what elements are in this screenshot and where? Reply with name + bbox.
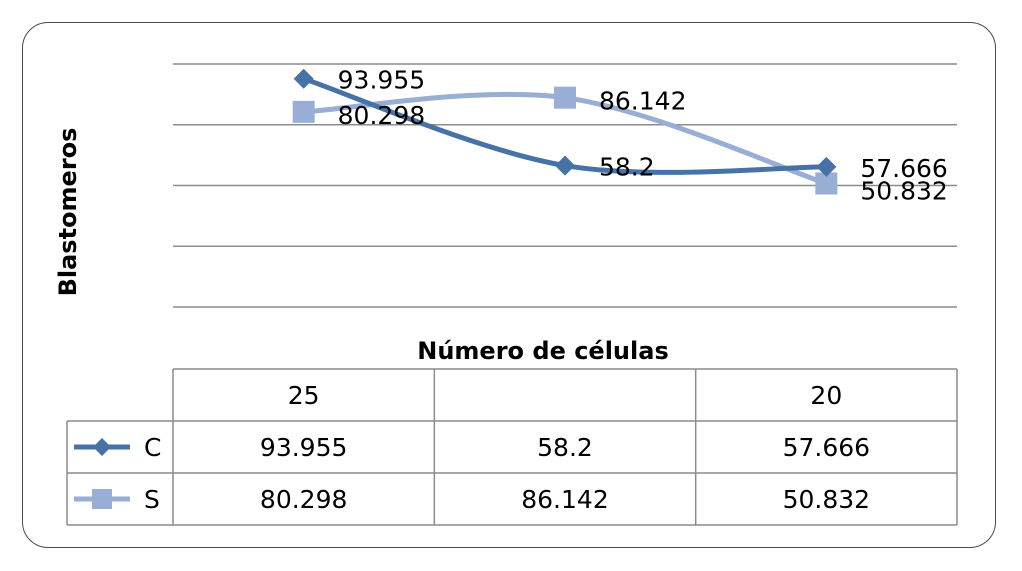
legend-label: C [144,433,161,462]
chart-frame [22,22,996,548]
data-labels: 93.955 58.2 57.666 80.298 86.142 50.832 [338,66,948,206]
x-axis-label: Número de células [417,337,668,365]
point-marker [816,156,837,177]
series-markers [292,68,838,195]
data-label: 93.955 [338,66,425,95]
legend-key-marker [92,489,112,509]
table-cell: 86.142 [521,485,608,514]
data-label: 80.298 [338,101,425,130]
table-cell: 80.298 [260,485,347,514]
point-marker [293,68,314,89]
point-marker [555,155,575,176]
data-label: 86.142 [599,87,686,116]
data-table: 25 20 C 93.955 58.2 57.666 S 80.298 86.142 50.832 [66,368,958,526]
y-axis-label: Blastomeros [54,128,82,297]
point-marker [292,100,315,123]
table-cell: 57.666 [783,433,870,462]
tick-label: 25 [288,381,320,410]
legend-key-marker [93,438,111,456]
data-label: 50.832 [860,176,947,205]
legend-label: S [144,485,160,514]
table-cell: 58.2 [537,433,593,462]
tick-label: 20 [810,381,842,410]
point-marker [815,172,838,195]
table-cell: 50.832 [783,485,870,514]
table-cell: 93.955 [260,433,347,462]
data-label: 57.666 [860,154,947,183]
data-label: 58.2 [599,153,655,182]
point-marker [554,86,576,109]
